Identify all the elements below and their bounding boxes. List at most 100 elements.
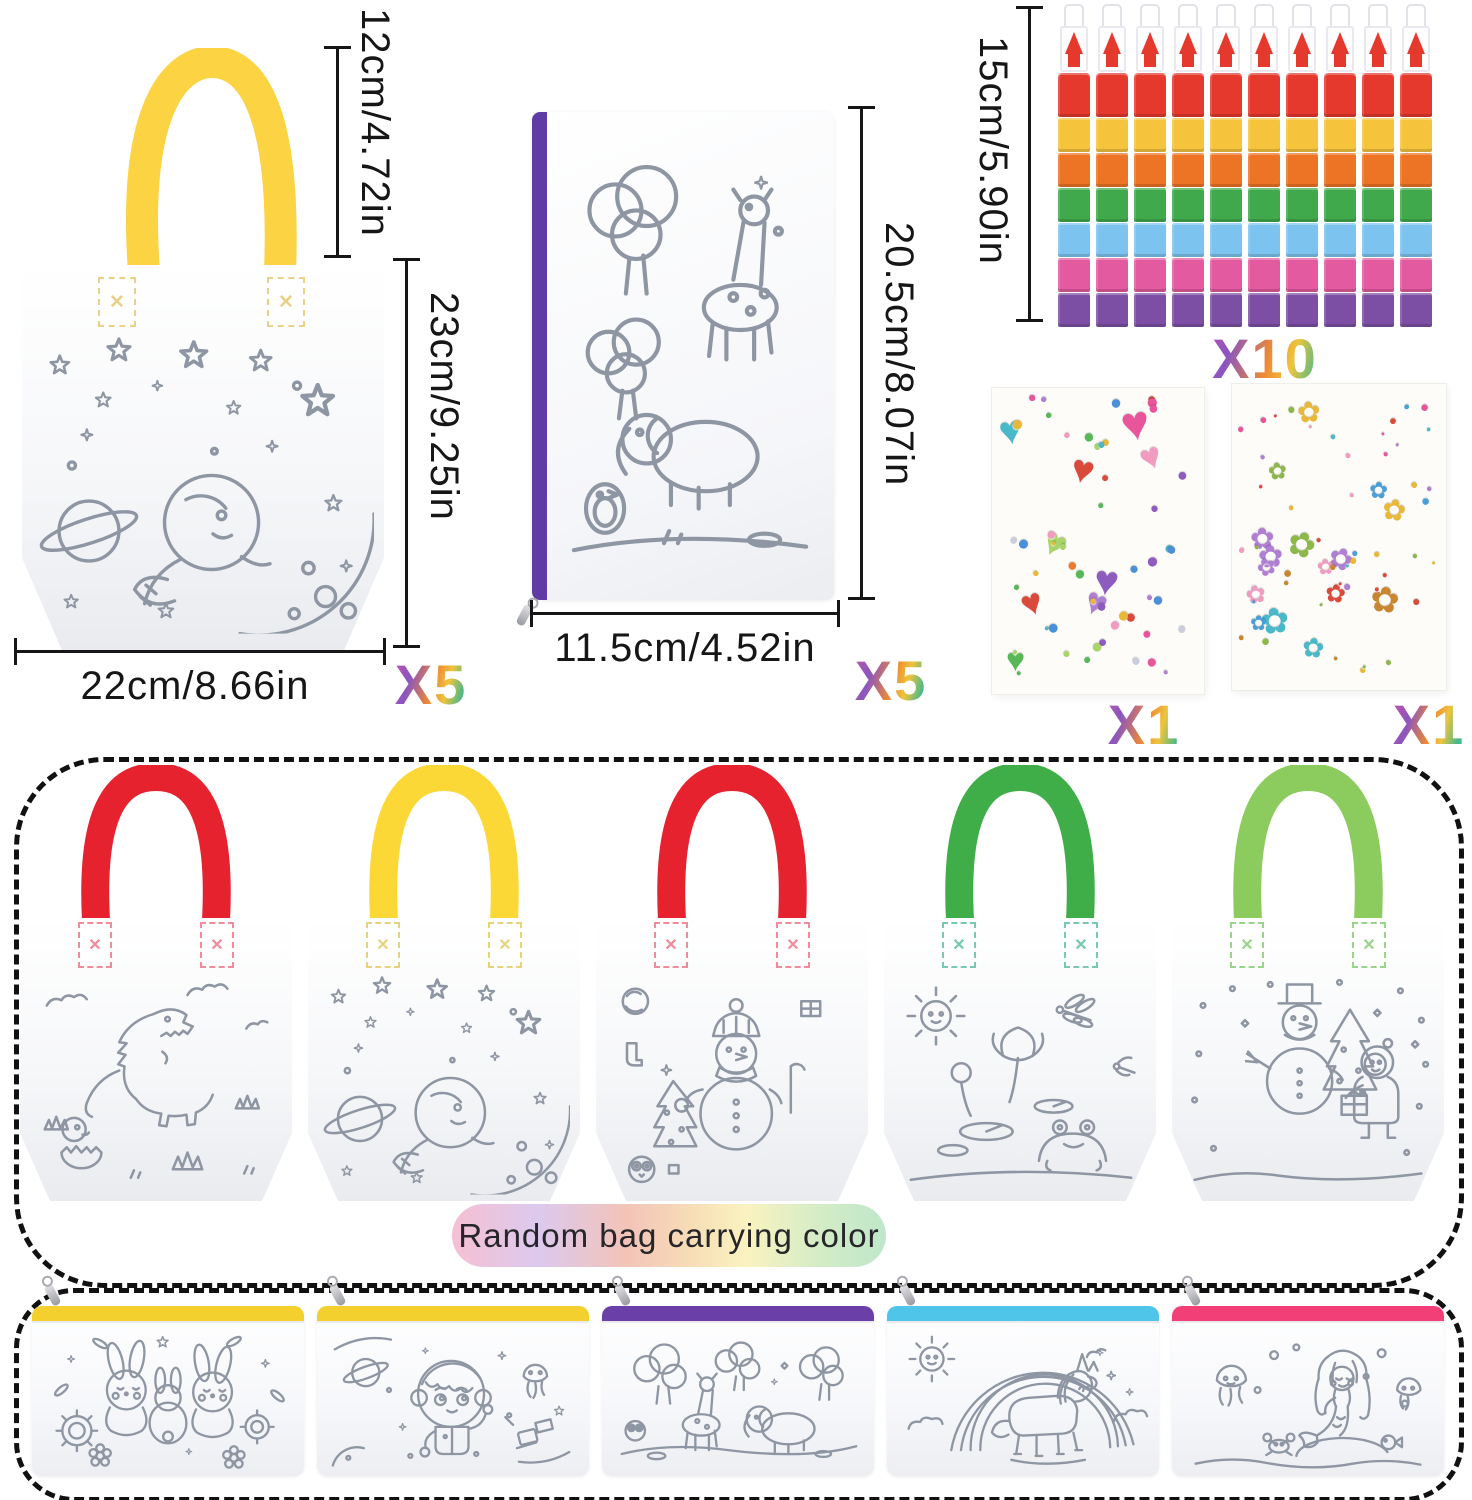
pencil-case-design-forest	[560, 130, 820, 582]
crayon-segment	[1324, 118, 1356, 152]
crayon-cap	[1178, 4, 1198, 28]
case-variants-section	[14, 1288, 1464, 1500]
crayon-segment	[1248, 118, 1280, 152]
crayon-segment	[1248, 258, 1280, 292]
round-gem-icon: ●	[1410, 593, 1421, 610]
bag-handle	[945, 765, 1095, 920]
bag-handle	[1233, 765, 1383, 920]
crayon-length-label: 15cm/5.90in	[971, 36, 1015, 265]
handle-patch	[488, 922, 522, 968]
crayon-segment	[1324, 258, 1356, 292]
crayon-segment	[1400, 223, 1432, 257]
crayon-segment	[1324, 223, 1356, 257]
gem-sticker-sheet-flowers: ✿ ✿ ✿ ✿ ✿ ✿ ✿ ✿ ✿ ✿ ✿ ✿ ✿ ✿ ✿ ✿ ● ● ● ● ● ● ● ● ● ● ● ● ● ● ● ● ● ● ● ● ● ● ● ●…	[1232, 384, 1446, 690]
case-variant-astronaut-girl	[317, 1283, 589, 1476]
crayon-segment	[1172, 258, 1204, 292]
bag-handle	[369, 765, 519, 920]
crayon-segment	[1134, 293, 1166, 327]
case-variant-mermaid	[1172, 1283, 1444, 1476]
case-zipper	[1172, 1306, 1444, 1323]
round-gem-icon: ●	[1161, 666, 1171, 679]
round-gem-icon: ●	[1126, 558, 1142, 580]
round-gem-icon: ●	[1108, 391, 1123, 415]
crayon-segment	[1210, 293, 1242, 327]
round-gem-icon: ●	[1024, 388, 1040, 408]
tote-width-label: 22cm/8.66in	[80, 664, 310, 708]
dimension-line-crayon-length	[1016, 6, 1043, 322]
round-gem-icon: ●	[1387, 412, 1400, 429]
crayon-cap	[1140, 4, 1160, 28]
crayons-count-label: X10	[1185, 326, 1345, 391]
case-design-mermaid	[1182, 1328, 1434, 1473]
pencil-case-zipper	[532, 112, 547, 600]
bag-variant-space-dinosaur	[308, 765, 580, 1201]
crayon-segment	[1362, 258, 1394, 292]
crayon-segment	[1362, 223, 1394, 257]
round-gem-icon: ●	[1401, 400, 1412, 414]
crayon-cap	[1102, 4, 1122, 28]
case-variant-forest	[602, 1283, 874, 1476]
crayon-tip	[1212, 26, 1240, 72]
crayon-segment	[1286, 188, 1318, 222]
dimension-line-case-height	[848, 106, 875, 600]
stacking-crayon	[1400, 4, 1432, 327]
bag-variant-snowman	[596, 765, 868, 1201]
tote-design-space-dinosaur	[32, 329, 374, 639]
crayon-tip	[1174, 26, 1202, 72]
tote-bag-handle	[125, 48, 297, 272]
crayon-segment	[1324, 73, 1356, 117]
round-gem-icon: ●	[1028, 564, 1042, 581]
round-gem-icon: ●	[1285, 401, 1297, 420]
bag-design-space-dinosaur	[318, 974, 570, 1195]
round-gem-icon: ●	[1383, 655, 1394, 670]
tote-patch	[98, 277, 136, 327]
stacking-crayon	[1210, 4, 1242, 327]
round-gem-icon: ●	[1141, 624, 1153, 643]
crayon-segment	[1324, 188, 1356, 222]
round-gem-icon: ●	[1287, 502, 1295, 515]
round-gem-icon: ●	[1429, 559, 1437, 568]
crayon-segment	[1286, 118, 1318, 152]
crayon-segment	[1134, 73, 1166, 117]
bag-body	[1172, 918, 1444, 1201]
heart-gem-icon: ♥	[1015, 579, 1050, 626]
crayon-segment	[1248, 188, 1280, 222]
bag-variant-dinosaurs	[20, 765, 292, 1201]
flower-gem-icon: ✿	[1281, 523, 1321, 569]
crayon-segment	[1400, 118, 1432, 152]
random-color-banner: Random bag carrying color	[452, 1204, 886, 1267]
crayon-segment	[1058, 188, 1090, 222]
round-gem-icon: ●	[1406, 475, 1421, 493]
heart-sheet-count-label: X1	[1094, 692, 1194, 757]
crayon-tip	[1288, 26, 1316, 72]
dimension-line-handle-height	[324, 46, 351, 258]
case-height-label: 20.5cm/8.07in	[877, 222, 921, 487]
crayon-segment	[1134, 188, 1166, 222]
crayon-segment	[1096, 73, 1128, 117]
crayon-segment	[1058, 223, 1090, 257]
crayon-cap	[1368, 4, 1388, 28]
crayon-segment	[1096, 188, 1128, 222]
round-gem-icon: ●	[1061, 644, 1073, 662]
crayon-segment	[1286, 258, 1318, 292]
round-gem-icon: ●	[1380, 448, 1391, 461]
round-gem-icon: ●	[1411, 549, 1420, 563]
round-gem-icon: ●	[1380, 430, 1385, 438]
round-gem-icon: ●	[1271, 412, 1279, 421]
tote-bag-body	[22, 265, 384, 650]
tote-bag-product	[22, 48, 384, 650]
crayon-segment	[1210, 258, 1242, 292]
round-gem-icon: ●	[1236, 632, 1245, 645]
stacking-crayon	[1362, 4, 1394, 327]
round-gem-icon: ●	[1425, 424, 1432, 435]
round-gem-icon: ●	[1145, 590, 1153, 604]
crayon-segment	[1134, 223, 1166, 257]
round-gem-icon: ●	[1091, 635, 1104, 659]
round-gem-icon: ●	[1255, 410, 1271, 428]
crayon-segment	[1058, 118, 1090, 152]
crayon-segment	[1286, 153, 1318, 187]
crayon-tip	[1402, 26, 1430, 72]
round-gem-icon: ●	[1371, 545, 1382, 562]
case-variant-bunnies	[32, 1283, 304, 1476]
round-gem-icon: ●	[1037, 390, 1051, 407]
